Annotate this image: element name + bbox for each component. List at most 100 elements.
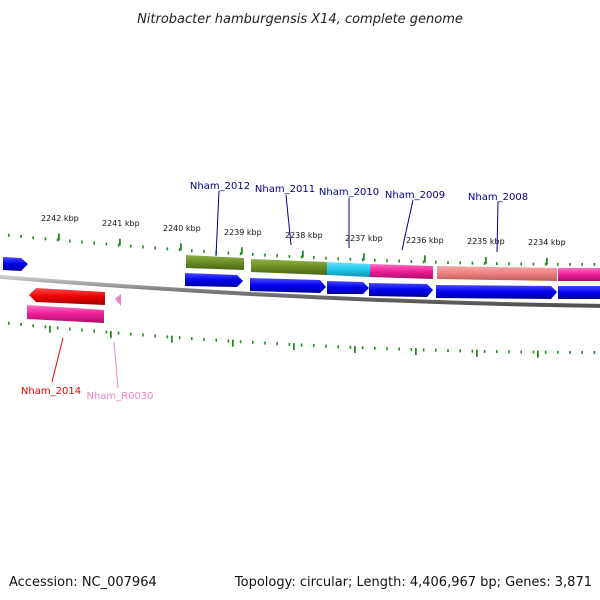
- outer-ring-major-tick: [58, 233, 60, 241]
- outer-ring-minor-tick: [69, 239, 71, 243]
- outer-ring-minor-tick: [337, 257, 339, 261]
- inner-ring-minor-tick: [337, 345, 339, 349]
- cds-arrow-nham-2010[interactable]: [327, 281, 369, 294]
- inner-ring-minor-tick: [8, 321, 10, 325]
- outer-ring-minor-tick: [264, 253, 266, 257]
- gene-nham-2012-feature[interactable]: [186, 255, 244, 270]
- inner-ring-minor-tick: [130, 332, 132, 336]
- inner-ring-major-tick: [537, 350, 539, 358]
- gene-nham-2010-feature[interactable]: [327, 262, 370, 277]
- inner-ring-major-tick: [232, 339, 234, 347]
- cds-arrow-nham-2009[interactable]: [369, 283, 433, 297]
- outer-ring-minor-tick: [520, 262, 522, 266]
- outer-ring-minor-tick: [300, 255, 303, 259]
- outer-ring-minor-tick: [166, 247, 169, 251]
- outer-ring-minor-tick: [386, 259, 388, 263]
- kbp-label-2234: 2234 kbp: [528, 238, 566, 247]
- inner-ring-minor-tick: [44, 325, 47, 329]
- rna-arrow-nham-r0030[interactable]: [115, 294, 121, 306]
- leader-nham-2011: [285, 194, 292, 246]
- label-nham-2009[interactable]: Nham_2009: [385, 190, 445, 201]
- inner-ring-minor-tick: [69, 327, 71, 331]
- cds-arrow-nham-2014[interactable]: [29, 288, 105, 305]
- inner-ring-minor-tick: [496, 350, 498, 354]
- cds-arrow-nham-2012[interactable]: [185, 273, 243, 287]
- label-nham-2011[interactable]: Nham_2011: [255, 184, 315, 195]
- inner-ring-major-tick: [49, 325, 51, 333]
- inner-ring-minor-tick: [56, 326, 59, 330]
- inner-ring-minor-tick: [325, 344, 327, 348]
- inner-ring-minor-tick: [93, 329, 95, 333]
- inner-ring-minor-tick: [227, 339, 230, 343]
- kbp-label-2240: 2240 kbp: [163, 224, 201, 233]
- map-title: Nitrobacter hamburgensis X14, complete g…: [137, 12, 463, 27]
- outer-ring-minor-tick: [178, 248, 181, 252]
- inner-ring-minor-tick: [471, 349, 474, 353]
- cds-arrow-right-edge[interactable]: [558, 286, 600, 299]
- cds-arrow-nham-2011[interactable]: [250, 278, 326, 293]
- inner-ring-minor-tick: [410, 348, 413, 351]
- inner-ring-minor-tick: [154, 334, 156, 338]
- outer-ring-minor-tick: [544, 262, 547, 266]
- inner-ring-major-tick: [293, 343, 295, 351]
- inner-ring-minor-tick: [386, 347, 388, 351]
- inner-ring-minor-tick: [239, 340, 242, 344]
- label-nham-2010[interactable]: Nham_2010: [319, 187, 379, 198]
- inner-ring-major-tick: [110, 331, 112, 338]
- inner-ring-minor-tick: [264, 341, 266, 345]
- inner-ring-minor-tick: [178, 336, 181, 340]
- inner-ring-minor-tick: [276, 342, 278, 346]
- label-nham-2014[interactable]: Nham_2014: [21, 386, 81, 397]
- outer-ring-minor-tick: [142, 245, 144, 249]
- outer-tick-ring: [8, 233, 596, 266]
- kbp-label-2235: 2235 kbp: [467, 237, 505, 246]
- inner-ring-major-tick: [476, 349, 478, 357]
- label-nham-2008[interactable]: Nham_2008: [468, 192, 528, 203]
- inner-ring-minor-tick: [117, 331, 120, 335]
- label-leader-lines: [51, 190, 499, 389]
- outer-ring-minor-tick: [130, 244, 132, 248]
- gene-nham-2009-feature[interactable]: [370, 264, 433, 279]
- outer-ring-minor-tick: [581, 263, 583, 266]
- cds-track-forward: [3, 257, 600, 299]
- outer-ring-minor-tick: [569, 262, 571, 266]
- outer-ring-minor-tick: [349, 257, 352, 261]
- cds-arrow-nham-2008[interactable]: [436, 285, 557, 299]
- outer-ring-minor-tick: [239, 252, 242, 256]
- outer-ring-minor-tick: [459, 261, 461, 265]
- kbp-label-2238: 2238 kbp: [285, 231, 323, 240]
- outer-ring-major-tick: [485, 256, 487, 264]
- leader-nham-r0030: [113, 341, 119, 389]
- gene-nham-2011-feature[interactable]: [251, 259, 327, 275]
- gene-nham-2014-feature[interactable]: [27, 305, 104, 323]
- outer-ring-minor-tick: [105, 242, 108, 246]
- outer-ring-major-tick: [363, 253, 365, 261]
- inner-ring-minor-tick: [459, 349, 461, 353]
- leader-nham-2009: [401, 199, 414, 251]
- outer-ring-minor-tick: [374, 258, 376, 262]
- inner-ring-minor-tick: [422, 348, 425, 352]
- outer-ring-minor-tick: [508, 262, 510, 266]
- outer-ring-minor-tick: [496, 262, 498, 266]
- label-nham-r0030[interactable]: Nham_R0030: [86, 391, 153, 402]
- outer-ring-major-tick: [302, 250, 304, 258]
- outer-ring-minor-tick: [227, 251, 230, 255]
- inner-ring-minor-tick: [349, 345, 352, 349]
- gene-next-feature[interactable]: [558, 268, 600, 281]
- inner-ring-minor-tick: [557, 350, 559, 354]
- outer-ring-major-tick: [424, 255, 426, 263]
- outer-ring-minor-tick: [191, 249, 193, 253]
- accession-text: Accession: NC_007964: [9, 575, 157, 590]
- kbp-label-2239: 2239 kbp: [224, 228, 262, 237]
- outer-ring-minor-tick: [276, 254, 278, 258]
- inner-ring-minor-tick: [203, 337, 205, 341]
- cds-arrow-left-edge[interactable]: [3, 257, 28, 271]
- label-nham-2012[interactable]: Nham_2012: [190, 181, 250, 192]
- gene-nham-2008-feature[interactable]: [437, 266, 557, 281]
- outer-ring-minor-tick: [398, 259, 400, 263]
- inner-ring-minor-tick: [313, 344, 315, 348]
- kbp-label-2241: 2241 kbp: [102, 219, 140, 228]
- outer-ring-minor-tick: [56, 238, 59, 242]
- inner-ring-minor-tick: [435, 348, 437, 352]
- outer-ring-major-tick: [180, 243, 182, 251]
